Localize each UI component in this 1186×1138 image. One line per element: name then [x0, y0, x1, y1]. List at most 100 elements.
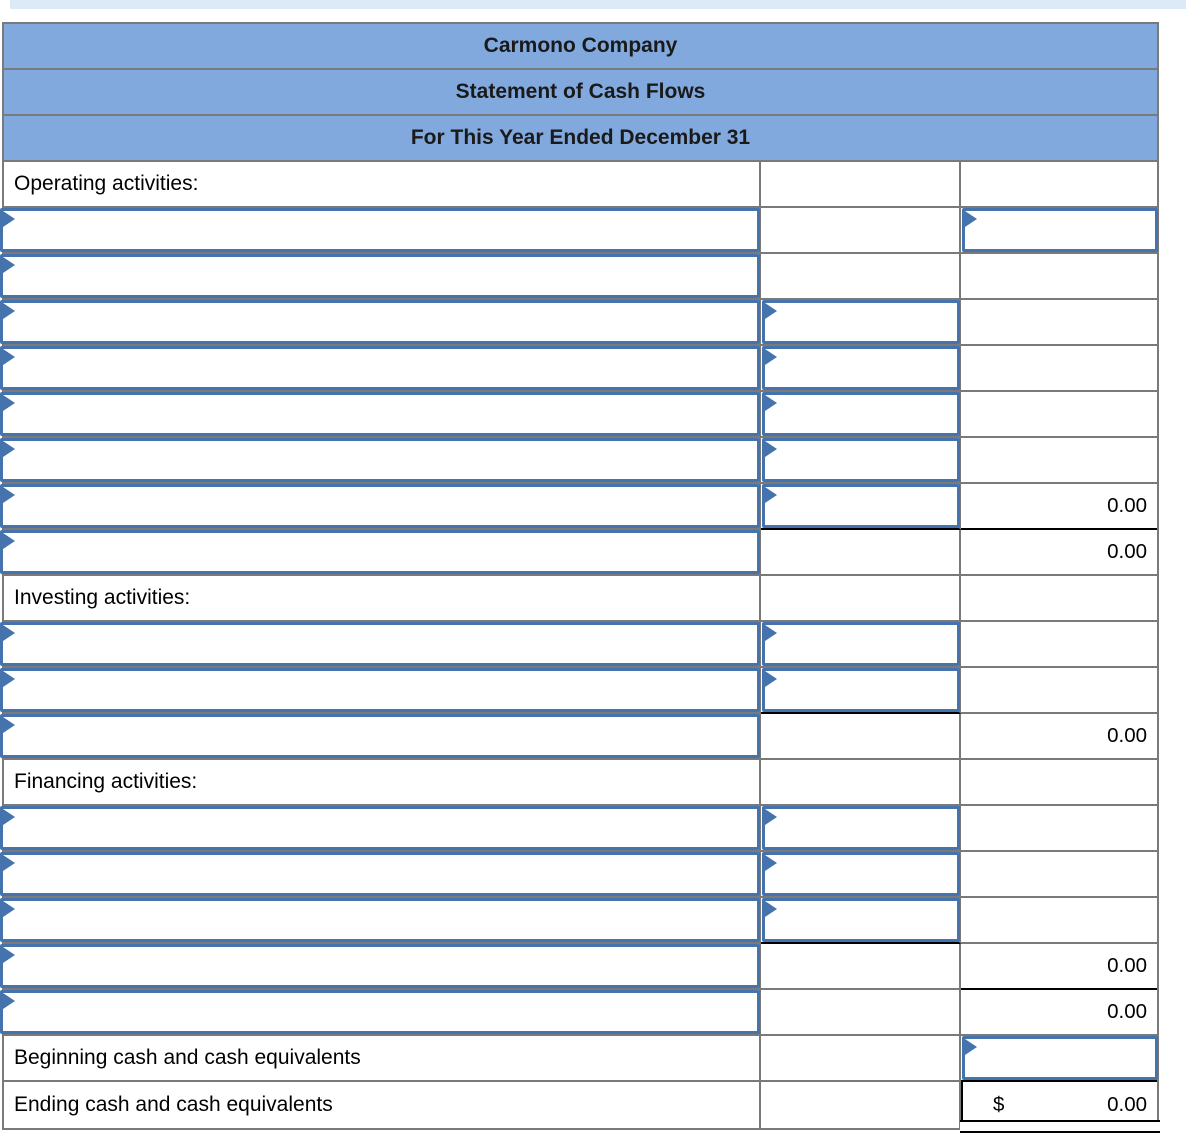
dropdown-marker-icon [765, 303, 777, 319]
dropdown-marker-icon [965, 1039, 977, 1055]
dropdown-marker-icon [3, 717, 15, 733]
cell-c2-row-19 [761, 1036, 961, 1082]
description-select[interactable] [0, 668, 760, 712]
cell-c3-row-10 [961, 622, 1157, 668]
cell-c3-row-14 [961, 806, 1157, 852]
cell-c2-row-2 [761, 254, 961, 300]
amount-input[interactable] [762, 622, 960, 666]
description-select[interactable] [0, 714, 760, 758]
amount-input[interactable] [762, 668, 960, 712]
statement-title: Statement of Cash Flows [4, 70, 1157, 116]
description-select[interactable] [0, 530, 760, 574]
dropdown-marker-icon [3, 993, 15, 1009]
computed-amount: 0.00 [1107, 954, 1147, 977]
dropdown-marker-icon [765, 487, 777, 503]
cell-c2-row-13 [761, 760, 961, 806]
dropdown-marker-icon [765, 855, 777, 871]
description-select[interactable] [0, 944, 760, 988]
dropdown-marker-icon [3, 671, 15, 687]
dropdown-marker-icon [965, 211, 977, 227]
statement-row [0, 392, 1157, 438]
computed-amount: 0.00 [1107, 724, 1147, 747]
dropdown-marker-icon [765, 349, 777, 365]
dropdown-marker-icon [765, 671, 777, 687]
computed-amount: 0.00 [1107, 1000, 1147, 1023]
amount-input[interactable] [762, 346, 960, 390]
description-select[interactable] [0, 392, 760, 436]
worksheet-body: Operating activities: 0.00 0.00 Investing a… [0, 162, 1160, 1133]
description-select[interactable] [0, 208, 760, 252]
cell-c1-row-13: Financing activities: [4, 760, 761, 806]
page-top-strip [10, 0, 1186, 9]
cell-c2-row-15 [761, 852, 961, 898]
computed-amount-cell: 0.00 [961, 990, 1157, 1036]
cell-c1-row-17 [0, 944, 761, 990]
dropdown-marker-icon [3, 211, 15, 227]
computed-amount: 0.00 [1107, 540, 1147, 563]
dropdown-marker-icon [765, 625, 777, 641]
dropdown-marker-icon [765, 809, 777, 825]
ending-total-cell: $0.00 [960, 1082, 1160, 1133]
cell-c3-row-16 [961, 898, 1157, 944]
description-select[interactable] [0, 254, 760, 298]
description-select[interactable] [0, 300, 760, 344]
cell-c1-row-14 [0, 806, 761, 852]
cell-c3-row-11 [961, 668, 1157, 714]
cell-c3-row-0 [961, 162, 1157, 208]
description-select[interactable] [0, 622, 760, 666]
cell-c2-row-3 [761, 300, 961, 346]
amount-input[interactable] [962, 1036, 1158, 1080]
cell-c1-row-0: Operating activities: [4, 162, 761, 208]
dropdown-marker-icon [3, 809, 15, 825]
description-select[interactable] [0, 346, 760, 390]
section-heading: Financing activities: [14, 770, 198, 793]
dropdown-marker-icon [3, 533, 15, 549]
amount-input[interactable] [762, 392, 960, 436]
description-select[interactable] [0, 484, 760, 528]
description-select[interactable] [0, 806, 760, 850]
amount-input[interactable] [762, 438, 960, 482]
dropdown-marker-icon [3, 947, 15, 963]
cell-c2-row-1 [761, 208, 961, 254]
computed-amount: 0.00 [1107, 1093, 1147, 1116]
amount-input[interactable] [762, 898, 960, 942]
amount-input[interactable] [762, 300, 960, 344]
amount-input[interactable] [762, 852, 960, 896]
cell-c2-row-5 [761, 392, 961, 438]
cell-c2-row-10 [761, 622, 961, 668]
cell-c2-row-17 [761, 944, 961, 990]
cell-c2-row-12 [761, 714, 961, 760]
section-heading: Operating activities: [14, 172, 199, 195]
description-select[interactable] [0, 898, 760, 942]
cell-c2-row-0 [761, 162, 961, 208]
statement-row: 0.00 [0, 990, 1157, 1036]
statement-row [0, 668, 1157, 714]
amount-input[interactable] [762, 484, 960, 528]
description-select[interactable] [0, 852, 760, 896]
company-title: Carmono Company [4, 24, 1157, 70]
cell-c2-row-6 [761, 438, 961, 484]
statement-row [0, 898, 1157, 944]
cell-c1-row-8 [0, 530, 761, 576]
dropdown-marker-icon [3, 855, 15, 871]
row-heading: Beginning cash and cash equivalents [14, 1046, 361, 1069]
statement-row: Ending cash and cash equivalents $0.00 [4, 1082, 1160, 1133]
cell-c2-row-18 [761, 990, 961, 1036]
cell-c1-row-19: Beginning cash and cash equivalents [4, 1036, 761, 1082]
cell-c1-row-11 [0, 668, 761, 714]
statement-row: Financing activities: [4, 760, 1157, 806]
cell-c2-row-20 [761, 1082, 961, 1128]
amount-input[interactable] [962, 208, 1158, 252]
statement-row [0, 622, 1157, 668]
description-select[interactable] [0, 438, 760, 482]
section-heading: Investing activities: [14, 586, 191, 609]
dropdown-marker-icon [765, 395, 777, 411]
statement-row: 0.00 [0, 944, 1157, 990]
cell-c3-row-19 [961, 1036, 1158, 1082]
amount-input[interactable] [762, 806, 960, 850]
cell-c2-row-16 [761, 898, 961, 944]
dropdown-marker-icon [3, 303, 15, 319]
dropdown-marker-icon [3, 395, 15, 411]
description-select[interactable] [0, 990, 760, 1034]
statement-row [0, 346, 1157, 392]
